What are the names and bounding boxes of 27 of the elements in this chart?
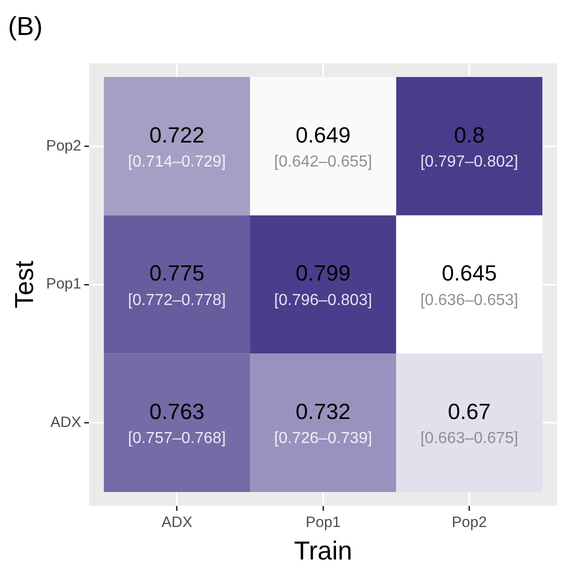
annotation: [0.797–0.802] [420,154,518,171]
data-label: 0.763 [149,398,204,424]
x-tick-label: ADX [162,514,192,531]
annotation: [0.796–0.803] [274,292,372,309]
x-axis-title: Train [294,536,352,566]
data-label: 0.775 [149,260,204,286]
annotation: [0.714–0.729] [128,154,226,171]
data-label: 0.67 [448,398,491,424]
y-axis-title: Test [8,260,39,308]
x-tick-label: Pop2 [452,514,487,531]
y-tick-label: Pop1 [46,276,82,293]
data-label: 0.799 [296,260,351,286]
x-tick-label: Pop1 [306,514,341,531]
data-label: 0.722 [149,122,204,148]
annotation: [0.772–0.778] [128,292,226,309]
annotation: [0.757–0.768] [128,430,226,448]
data-label: 0.645 [442,260,497,286]
annotation: [0.636–0.653] [420,292,518,309]
y-tick-label: ADX [50,414,82,431]
data-label: 0.8 [454,122,485,148]
annotation: [0.663–0.675] [420,430,518,448]
data-label: 0.649 [296,122,351,148]
data-label: 0.732 [296,398,351,424]
annotation: [0.726–0.739] [274,430,372,448]
chart-title: (B) [8,10,43,41]
annotation: [0.642–0.655] [274,154,372,171]
y-tick-label: Pop2 [46,137,82,154]
